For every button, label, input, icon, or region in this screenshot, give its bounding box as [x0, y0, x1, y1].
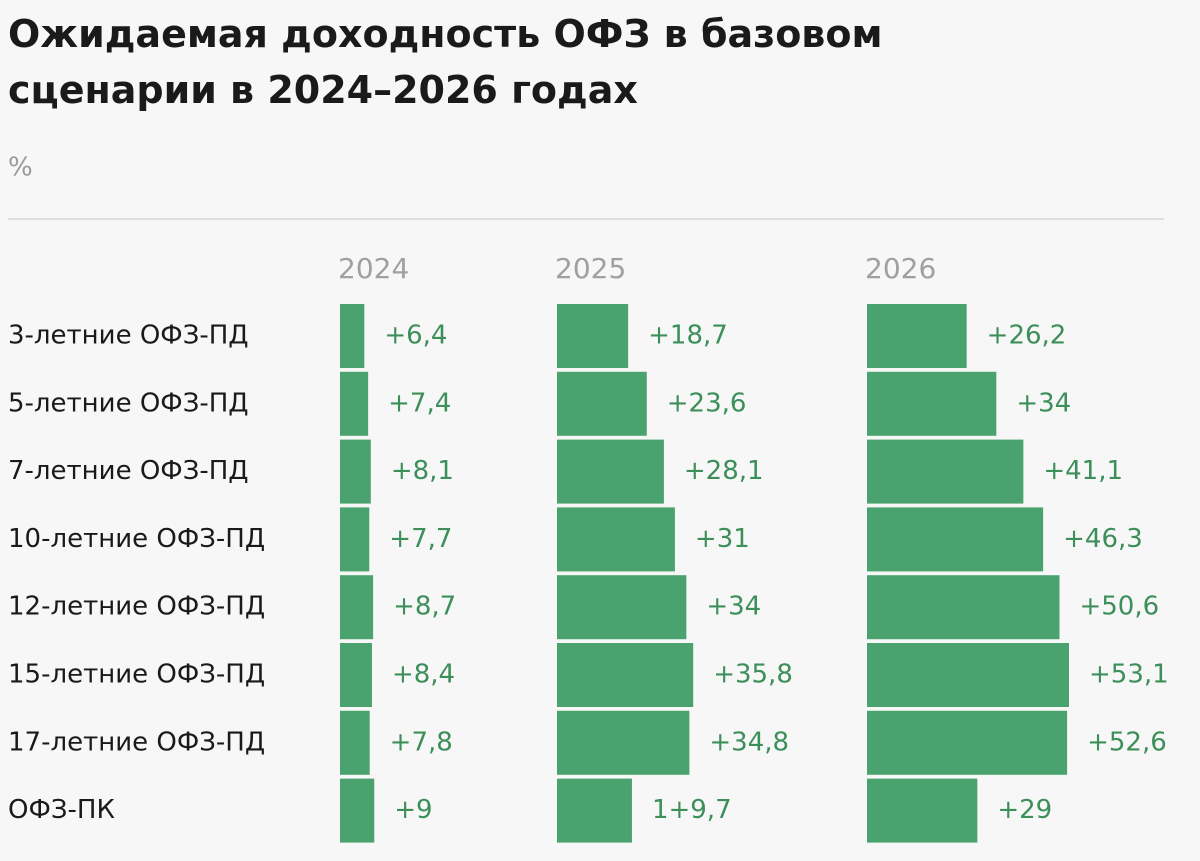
- value-label: +9: [394, 795, 432, 825]
- value-label: +18,7: [648, 321, 728, 351]
- category-label: 12-летние ОФЗ-ПД: [8, 592, 265, 622]
- value-label: +8,4: [392, 660, 455, 690]
- value-label: +34: [706, 592, 761, 622]
- bar: [867, 304, 967, 368]
- chart-title: Ожидаемая доходность ОФЗ в базовом сценар…: [8, 12, 883, 112]
- value-label: +8,7: [393, 592, 456, 622]
- value-label: +53,1: [1089, 660, 1169, 690]
- bar: [867, 643, 1069, 707]
- value-label: +31: [695, 524, 750, 554]
- value-label: 1+9,7: [652, 795, 732, 825]
- value-label: +41,1: [1043, 456, 1123, 486]
- category-label: 7-летние ОФЗ-ПД: [8, 456, 249, 486]
- bar: [340, 304, 365, 368]
- bar: [557, 439, 664, 504]
- bar: [867, 778, 978, 843]
- series-header: 2026: [865, 252, 936, 285]
- bar: [557, 710, 690, 775]
- category-label: ОФЗ-ПК: [8, 795, 115, 825]
- value-label: +8,1: [391, 456, 454, 486]
- value-label: +7,4: [388, 388, 451, 418]
- bar: [340, 575, 374, 640]
- value-label: +7,7: [389, 524, 452, 554]
- bar: [340, 778, 375, 843]
- series-header: 2024: [338, 252, 409, 285]
- series-header: 2025: [555, 252, 626, 285]
- value-label: +50,6: [1079, 592, 1159, 622]
- bar: [867, 575, 1060, 640]
- value-label: +29: [997, 795, 1052, 825]
- value-label: +46,3: [1063, 524, 1143, 554]
- bar: [340, 507, 370, 572]
- chart-subtitle: %: [8, 153, 33, 183]
- bar: [557, 304, 629, 368]
- category-label: 3-летние ОФЗ-ПД: [8, 321, 249, 351]
- bar: [867, 710, 1068, 775]
- value-label: +7,8: [390, 727, 453, 757]
- bar: [557, 371, 647, 436]
- category-label: 10-летние ОФЗ-ПД: [8, 524, 265, 554]
- bar: [340, 710, 370, 775]
- value-label: +34,8: [709, 727, 789, 757]
- bar: [557, 507, 675, 572]
- value-label: +6,4: [384, 321, 447, 351]
- value-label: +35,8: [713, 660, 793, 690]
- value-label: +52,6: [1087, 727, 1167, 757]
- bar: [867, 507, 1044, 572]
- bar: [557, 778, 632, 843]
- bar: [340, 439, 371, 504]
- bar: [340, 371, 369, 436]
- value-label: +26,2: [987, 321, 1067, 351]
- bar: [867, 439, 1024, 504]
- bar: [867, 371, 997, 436]
- bar: [557, 643, 694, 707]
- category-label: 15-летние ОФЗ-ПД: [8, 660, 265, 690]
- bar: [557, 575, 687, 640]
- value-label: +34: [1016, 388, 1071, 418]
- value-label: +28,1: [684, 456, 764, 486]
- category-label: 17-летние ОФЗ-ПД: [8, 727, 265, 757]
- bar: [340, 643, 372, 707]
- category-label: 5-летние ОФЗ-ПД: [8, 388, 249, 418]
- value-label: +23,6: [667, 388, 747, 418]
